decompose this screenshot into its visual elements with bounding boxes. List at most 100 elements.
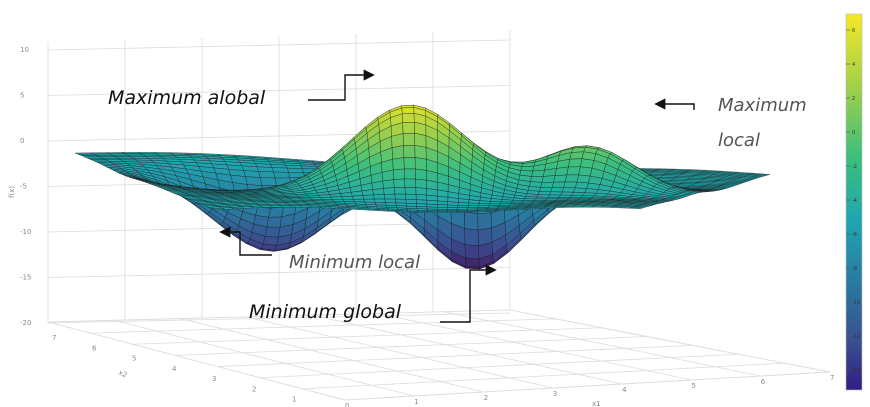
surface-patch [554, 166, 569, 176]
z-tick-label: -20 [20, 319, 31, 327]
y-axis-label: x2 [117, 369, 128, 380]
surface-patch [268, 206, 284, 218]
surface-patch [415, 178, 427, 189]
min-local-label: Minimum local [289, 252, 420, 273]
surface-patch [456, 211, 467, 213]
surface-patch [560, 191, 574, 196]
surface-patch [372, 188, 385, 196]
z-tick-label: -5 [20, 183, 27, 191]
x-tick-label: 6 [761, 378, 766, 386]
surface-patch [307, 195, 321, 198]
surface-patch [464, 228, 479, 246]
surface-patch [373, 194, 385, 200]
surface-patch [382, 179, 395, 189]
floor-grid-line [217, 345, 693, 367]
surface-patch [478, 203, 491, 206]
surface-patch [549, 191, 563, 196]
surface-patch [535, 196, 549, 200]
surface-patch [437, 207, 448, 210]
y-tick-label: 4 [172, 365, 177, 373]
floor-grid-line [175, 336, 648, 356]
surface-patch [539, 187, 553, 192]
surface-patch [569, 151, 584, 160]
surface-patch [341, 196, 354, 200]
floor-grid-line [377, 313, 692, 381]
surface-patch [384, 198, 397, 204]
y-tick-label: 3 [212, 375, 216, 383]
surface-patch [457, 202, 470, 206]
colorbar-tick-label: -10 [852, 300, 860, 306]
surface-patch [566, 166, 581, 176]
surface-patch [479, 200, 491, 204]
surface-patch [383, 187, 395, 195]
floor-grid-line [311, 314, 623, 385]
floor-grid-line [260, 353, 739, 379]
surface-patch [437, 204, 448, 208]
x-tick-label: 7 [830, 374, 834, 382]
x-tick-label: 0 [345, 402, 349, 407]
surface-patch [405, 199, 417, 204]
surface-patch [402, 113, 415, 123]
surface-patch [285, 196, 300, 198]
surface-patch [273, 171, 291, 179]
surface-patch [511, 200, 524, 203]
surface-patch [309, 197, 323, 200]
surface-patch [437, 209, 448, 211]
surface-patch [255, 207, 271, 218]
colorbar-tick-label: -2 [852, 164, 857, 170]
min-global-label: Minimum global [249, 301, 402, 323]
floor-grid-line [245, 316, 553, 389]
surface-patch [415, 187, 427, 196]
surface-patch [271, 167, 289, 173]
max-global-arrow [308, 69, 375, 101]
surface-patch [547, 194, 561, 198]
colorbar-gradient [845, 13, 863, 391]
floor-grid-line [179, 318, 484, 393]
surface-patch [574, 181, 589, 189]
surface-patch [426, 200, 438, 205]
floor-grid-line [47, 321, 346, 401]
x-tick-label: 4 [622, 386, 627, 394]
surface-patch [394, 193, 406, 200]
surface-patch [392, 157, 405, 171]
surface-patch [426, 194, 438, 202]
surface-patch [520, 165, 535, 172]
surface-patch [464, 244, 480, 260]
colorbar-tick-label: 2 [852, 96, 855, 102]
surface-patch [573, 187, 587, 193]
colorbar-tick-label: -14 [852, 368, 860, 374]
surface-patch [553, 174, 568, 183]
floor-grid-line [132, 327, 602, 345]
surface-patch [258, 171, 276, 179]
surface-patch [393, 168, 405, 180]
surface-patch [417, 211, 428, 213]
z-tick-label: 0 [20, 137, 24, 145]
colorbar-tick-label: -6 [852, 232, 857, 238]
surface-patch [630, 207, 644, 209]
surface-patch [352, 195, 365, 200]
surface-patch [122, 152, 141, 154]
surface-patch [540, 182, 554, 188]
x-tick-label: 5 [691, 382, 695, 390]
floor-grid-line [90, 318, 556, 334]
surface-patch [558, 194, 573, 198]
surface-patch [437, 200, 448, 206]
surface-patch [464, 211, 479, 231]
colorbar-tick-label: -12 [852, 334, 860, 340]
surface-patch [569, 195, 584, 198]
surface-patch [426, 179, 438, 191]
max-local-label-line2: local [718, 130, 760, 151]
surface-patch [264, 226, 281, 238]
y-tick-label: 1 [292, 396, 296, 404]
surface-patch [125, 153, 144, 156]
surface-patch [330, 196, 344, 200]
floor-grid-line [344, 371, 831, 401]
surface-patch [571, 192, 586, 196]
x-tick-label: 2 [484, 394, 488, 402]
wall-grid-line [47, 312, 511, 324]
surface-patch [489, 201, 502, 205]
surface-patch [457, 205, 469, 208]
surface-patch [363, 198, 376, 203]
surface-patch [374, 198, 386, 203]
